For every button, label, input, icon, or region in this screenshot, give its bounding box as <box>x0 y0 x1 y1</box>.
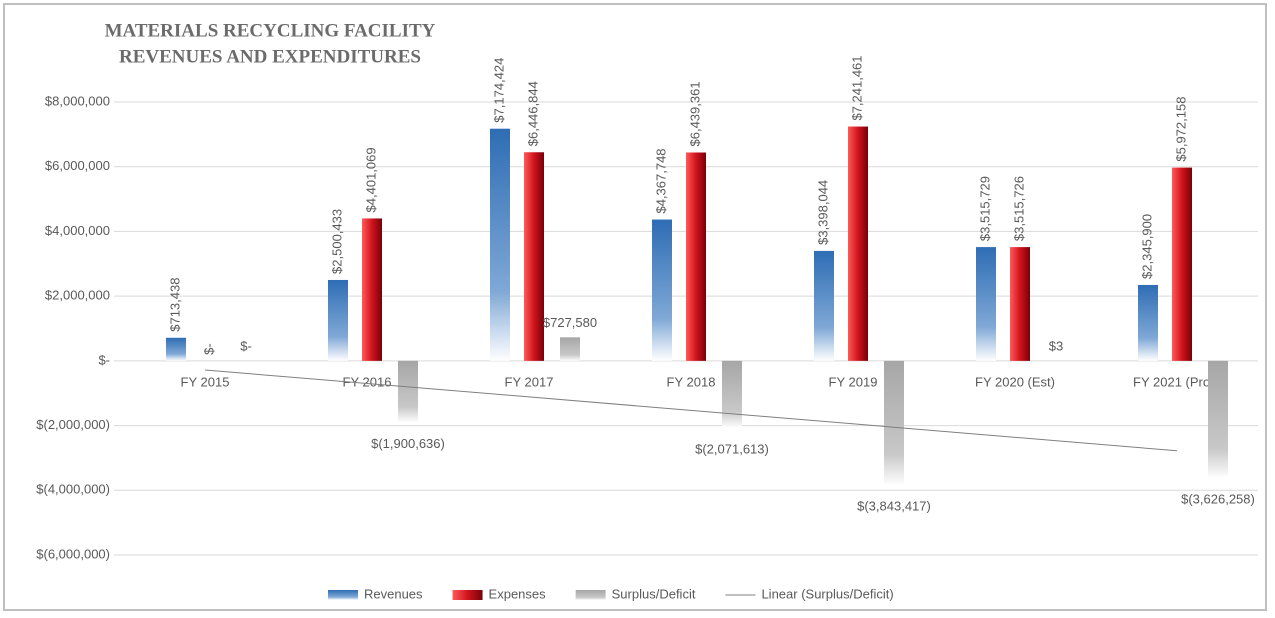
value-label: $4,367,748 <box>653 148 668 213</box>
value-label: $- <box>201 343 216 355</box>
bar <box>362 218 382 361</box>
legend-label: Expenses <box>489 586 547 601</box>
value-label: $(3,843,417) <box>857 499 931 514</box>
y-tick-label: $2,000,000 <box>45 288 110 303</box>
value-label: $3,515,729 <box>977 176 992 241</box>
value-label: $2,345,900 <box>1139 214 1154 279</box>
frame <box>3 3 1267 611</box>
y-tick-label: $(2,000,000) <box>36 417 110 432</box>
bar <box>560 337 580 361</box>
legend-label: Surplus/Deficit <box>612 586 696 601</box>
bar <box>1208 360 1228 479</box>
x-tick-label: FY 2017 <box>505 374 554 389</box>
y-tick-label: $- <box>98 352 110 367</box>
y-tick-label: $6,000,000 <box>45 158 110 173</box>
value-label: $3,398,044 <box>815 180 830 245</box>
bar <box>884 360 904 486</box>
bar <box>686 152 706 361</box>
value-label: $7,174,424 <box>491 58 506 123</box>
bar <box>976 247 996 361</box>
x-tick-label: FY 2020 (Est) <box>975 374 1055 389</box>
bar <box>722 360 742 428</box>
y-tick-label: $4,000,000 <box>45 223 110 238</box>
value-label: $5,972,158 <box>1173 97 1188 162</box>
value-label: $3,515,726 <box>1011 176 1026 241</box>
value-label: $6,446,844 <box>525 81 540 146</box>
bar <box>814 250 834 361</box>
bar <box>490 128 510 361</box>
chart-title: REVENUES AND EXPENDITURES <box>119 46 421 67</box>
bar <box>1172 167 1192 361</box>
trendline <box>204 369 1178 452</box>
value-label: $713,438 <box>167 278 182 332</box>
bar <box>166 337 186 361</box>
value-label: $7,241,461 <box>849 55 864 120</box>
legend-swatch <box>452 590 483 600</box>
x-tick-label: FY 2018 <box>667 374 716 389</box>
value-label: $4,401,069 <box>363 147 378 212</box>
x-tick-label: FY 2016 <box>343 374 392 389</box>
value-label: $727,580 <box>543 315 597 330</box>
bar <box>1010 247 1030 361</box>
y-tick-label: $8,000,000 <box>45 93 110 108</box>
x-tick-label: FY 2015 <box>181 374 230 389</box>
legend-label: Linear (Surplus/Deficit) <box>761 586 893 601</box>
bar <box>1138 284 1158 361</box>
y-tick-label: $(4,000,000) <box>36 482 110 497</box>
value-label: $2,500,433 <box>329 209 344 274</box>
x-tick-label: FY 2019 <box>829 374 878 389</box>
value-label: $3 <box>1049 338 1063 353</box>
chart-title: MATERIALS RECYCLING FACILITY <box>105 20 436 41</box>
legend-swatch <box>328 590 358 600</box>
value-label: $(1,900,636) <box>371 436 445 451</box>
bar <box>398 360 418 423</box>
value-label: $- <box>240 338 252 353</box>
value-label: $(3,626,258) <box>1181 492 1255 507</box>
bar <box>848 126 868 361</box>
bar <box>524 152 544 361</box>
legend-swatch <box>575 590 606 600</box>
bar <box>328 279 348 361</box>
y-tick-label: $(6,000,000) <box>36 546 110 561</box>
value-label: $(2,071,613) <box>695 441 769 456</box>
bar <box>652 219 672 361</box>
x-tick-label: FY 2021 (Proj.) <box>1133 374 1221 389</box>
value-label: $6,439,361 <box>687 81 702 146</box>
legend-label: Revenues <box>364 586 423 601</box>
